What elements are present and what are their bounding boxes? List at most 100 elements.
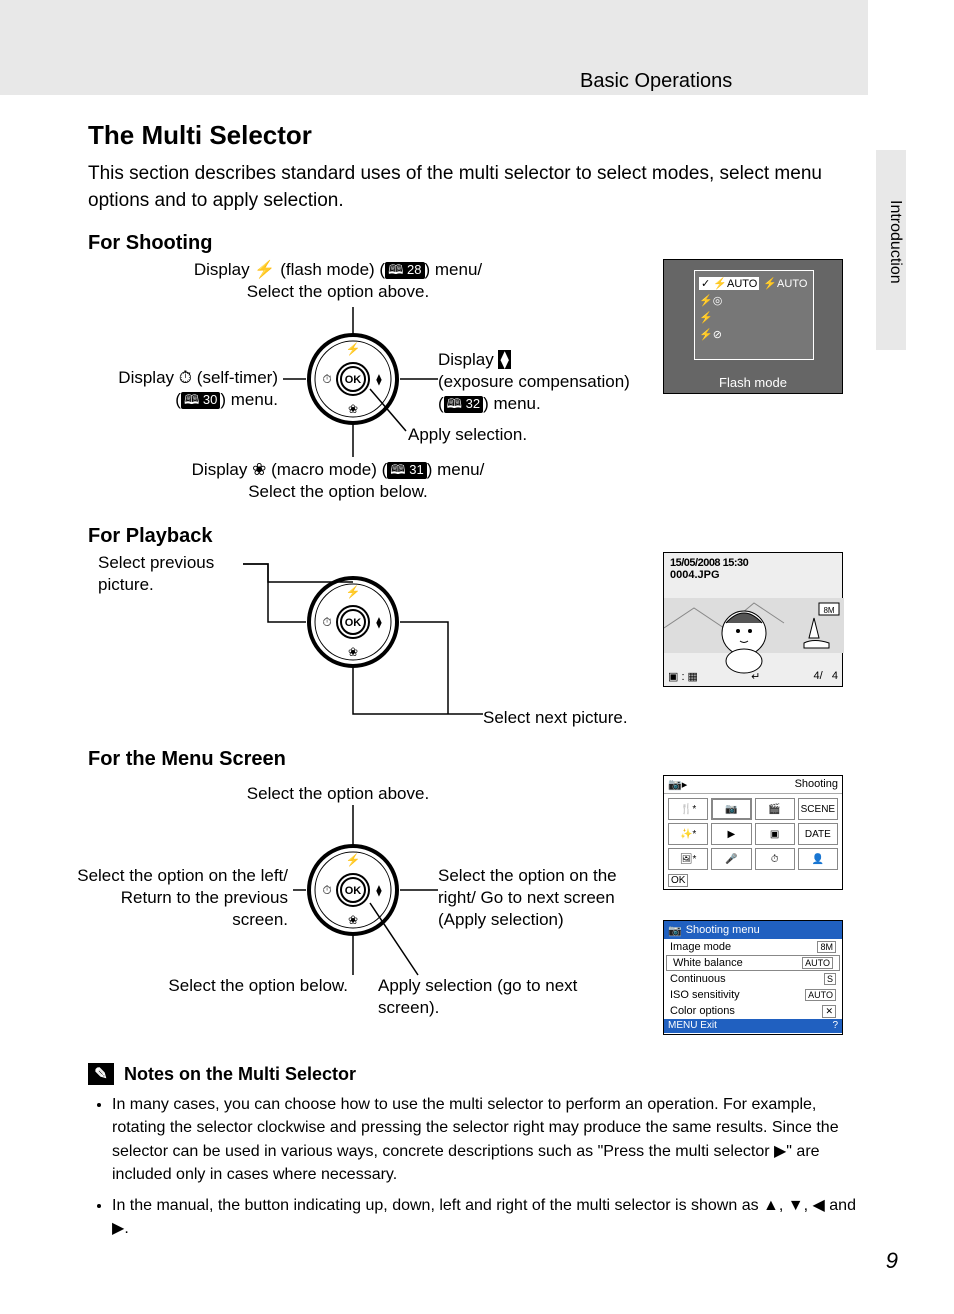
menu-row: ISO sensitivityAUTO	[664, 987, 842, 1003]
svg-text:⏱: ⏱	[322, 883, 331, 897]
macro-icon: ❀	[252, 460, 266, 479]
menu-row: Image mode8M	[664, 939, 842, 955]
lcd-shooting-cells: 🍴* 📷 🎬 SCENE ✨* ▶ ▣ DATE 🖼* 🎤 ⏱ 👤	[664, 794, 842, 874]
lcd-menu-footer: MENU Exit ?	[664, 1019, 842, 1033]
grid-cell: DATE	[798, 823, 838, 845]
shooting-right-caption: Display ⧫ (exposure compensation) (🕮 32)…	[438, 349, 678, 415]
lcd-row: ✓ ⚡AUTO ⚡AUTO	[699, 275, 809, 292]
menu-row: ContinuousS	[664, 971, 842, 987]
playback-bottom-bar: ▣ : ▦ ↵ 4/ 4	[668, 670, 838, 683]
note-item: In many cases, you can choose how to use…	[112, 1093, 868, 1186]
playback-heading: For Playback	[88, 525, 868, 548]
grid-cell: 🖼*	[668, 848, 708, 870]
lcd-row: ⚡⊘	[699, 326, 809, 343]
lcd-row: ⚡◎	[699, 292, 809, 309]
manual-page: Introduction Basic Operations The Multi …	[0, 0, 954, 1314]
shooting-bottom-caption: Display ❀ (macro mode) (🕮 31) menu/ Sele…	[118, 459, 558, 503]
svg-text:8M: 8M	[823, 606, 834, 615]
notes-list: In many cases, you can choose how to use…	[88, 1093, 868, 1240]
grid-cell: ▣	[755, 823, 795, 845]
grid-cell: ✨*	[668, 823, 708, 845]
self-timer-icon: ⏱	[179, 368, 192, 387]
lcd-row: ⚡	[699, 309, 809, 326]
shooting-heading: For Shooting	[88, 232, 868, 255]
grid-cell: 👤	[798, 848, 838, 870]
lcd-shooting-grid: 📷▸ Shooting 🍴* 📷 🎬 SCENE ✨* ▶ ▣ DATE 🖼* …	[663, 775, 843, 890]
svg-text:❀: ❀	[348, 402, 358, 416]
shooting-left-caption: Display ⏱ (self-timer) (🕮 30) menu.	[68, 367, 278, 411]
shooting-section: Display ⚡ (flash mode) (🕮 28) menu/ Sele…	[88, 259, 868, 519]
grid-cell: ⏱	[755, 848, 795, 870]
lcd-shooting-header: 📷▸ Shooting	[664, 776, 842, 794]
svg-text:OK: OK	[345, 374, 362, 386]
svg-text:⧫: ⧫	[376, 885, 382, 897]
menu-row: Color options✕	[664, 1003, 842, 1019]
notes-header: ✎ Notes on the Multi Selector	[88, 1063, 868, 1085]
grid-cell: 🎬	[755, 798, 795, 820]
intro-text: This section describes standard uses of …	[88, 161, 868, 214]
page-title: The Multi Selector	[88, 120, 868, 151]
multi-selector-diagram: OK ⚡ ❀ ⏱ ⧫	[303, 572, 403, 672]
flash-icon: ⚡	[254, 260, 275, 279]
svg-text:⚡: ⚡	[346, 585, 361, 599]
menu-row-selected: White balanceAUTO	[666, 955, 840, 971]
menu-bottom-left-caption: Select the option below.	[168, 975, 348, 997]
section-header: Basic Operations	[580, 70, 732, 93]
left-arrow-icon: ◀	[813, 1194, 825, 1217]
playback-filename: 0004.JPG	[670, 569, 720, 581]
lcd-menu-header: 📷 Shooting menu	[664, 921, 842, 939]
grid-cell: 🍴*	[668, 798, 708, 820]
grid-cell: SCENE	[798, 798, 838, 820]
svg-text:❀: ❀	[348, 913, 358, 927]
lcd-shooting-footer: OK	[668, 874, 688, 887]
svg-text:❀: ❀	[348, 645, 358, 659]
grid-cell: 📷	[711, 798, 751, 820]
menu-bottom-right-caption: Apply selection (go to next screen).	[378, 975, 578, 1019]
camera-icon: 📷	[668, 924, 682, 937]
svg-text:⚡: ⚡	[346, 853, 361, 867]
page-number: 9	[886, 1248, 898, 1274]
svg-text:OK: OK	[345, 885, 362, 897]
shooting-top-caption: Display ⚡ (flash mode) (🕮 28) menu/ Sele…	[148, 259, 528, 303]
up-arrow-icon: ▲	[763, 1194, 779, 1217]
svg-text:⧫: ⧫	[376, 374, 382, 386]
menu-top-caption: Select the option above.	[188, 783, 488, 805]
svg-text:⧫: ⧫	[376, 617, 382, 629]
grid-cell: 🎤	[711, 848, 751, 870]
menu-left-caption: Select the option on the left/ Return to…	[68, 865, 288, 931]
playback-datetime: 15/05/2008 15:30	[670, 557, 748, 569]
lcd-flash-selected: ✓ ⚡AUTO	[699, 277, 759, 290]
playback-bottom-caption: Select next picture.	[483, 707, 683, 729]
page-ref-icon: 🕮 28	[385, 262, 424, 279]
svg-text:⏱: ⏱	[322, 615, 331, 629]
page-ref-icon: 🕮 30	[181, 392, 220, 409]
menu-right-caption: Select the option on the right/ Go to ne…	[438, 865, 648, 931]
exposure-icon: ⧫	[498, 350, 510, 369]
down-arrow-icon: ▼	[788, 1194, 804, 1217]
menu-heading: For the Menu Screen	[88, 748, 868, 771]
playback-top-caption: Select previous picture.	[98, 552, 258, 596]
svg-text:⏱: ⏱	[322, 372, 331, 386]
lcd-flash-mode: ✓ ⚡AUTO ⚡AUTO ⚡◎ ⚡ ⚡⊘ Flash mode	[663, 259, 843, 394]
page-ref-icon: 🕮 32	[444, 396, 483, 413]
multi-selector-diagram: OK ⚡ ❀ ⏱ ⧫	[303, 840, 403, 940]
shooting-center-caption: Apply selection.	[408, 424, 608, 446]
side-tab-label: Introduction	[886, 200, 904, 284]
lcd-playback: 15/05/2008 15:30 0004.JPG 8M ▣ : ▦	[663, 552, 843, 687]
top-banner	[0, 0, 868, 95]
lcd-flash-inner: ✓ ⚡AUTO ⚡AUTO ⚡◎ ⚡ ⚡⊘	[694, 270, 814, 360]
content-area: The Multi Selector This section describe…	[88, 120, 868, 1248]
lcd-flash-label: Flash mode	[664, 375, 842, 390]
note-icon: ✎	[88, 1063, 114, 1085]
svg-text:⚡: ⚡	[346, 342, 361, 356]
right-arrow-icon: ▶	[112, 1217, 124, 1240]
svg-text:OK: OK	[345, 617, 362, 629]
playback-section: Select previous picture. Select next pic…	[88, 552, 868, 742]
right-arrow-icon: ▶	[774, 1140, 786, 1163]
page-ref-icon: 🕮 31	[387, 462, 426, 479]
lcd-shooting-menu: 📷 Shooting menu Image mode8M White balan…	[663, 920, 843, 1035]
grid-cell: ▶	[711, 823, 751, 845]
menu-section: Select the option above. Select the opti…	[88, 775, 868, 1055]
note-item: In the manual, the button indicating up,…	[112, 1194, 868, 1240]
multi-selector-diagram: OK ⚡ ❀ ⏱ ⧫	[303, 329, 403, 429]
